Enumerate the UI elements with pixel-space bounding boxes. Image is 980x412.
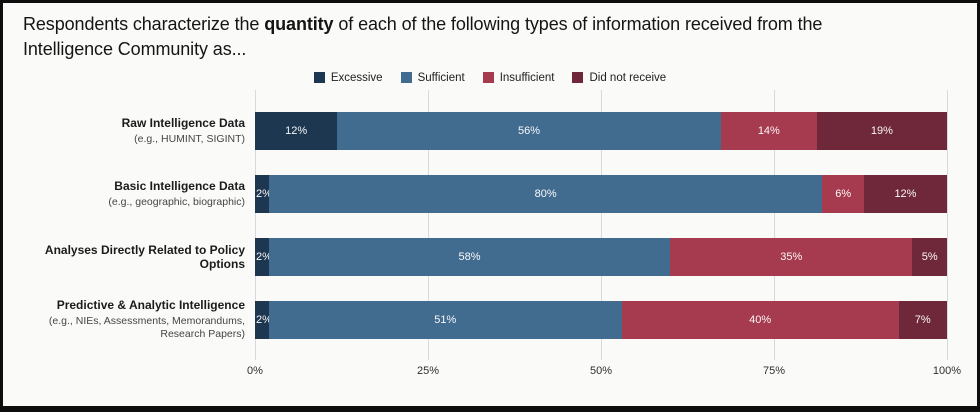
bar-row: 12% 56% 14% 19% [255,100,947,163]
legend-item: Did not receive [572,72,666,84]
x-axis-tick: 50% [589,364,613,377]
plot-area: 12% 56% 14% 19% 2% 80% 6% 12% 2% 58% 35% 5% 2% 51% 40%… [255,89,948,360]
excessive-legend-chip [313,72,325,84]
bar-segment-did-not-receive: 12% [863,175,947,214]
bar-row: 2% 51% 40% 7% [255,289,947,352]
bar-segment-sufficient: 56% [337,112,721,151]
bar-segment-did-not-receive: 7% [898,301,947,340]
gridline [428,89,429,360]
bar-value-label: 2% [256,188,272,201]
x-axis-tick: 0% [247,364,263,377]
category-label-main: Raw Intelligence Data [121,116,245,131]
x-axis: 0% 25% 50% 75% 100% [247,360,961,390]
bar-segment-excessive: 2% [255,175,272,214]
category-label: Predictive & Analytic Intelligence (e.g.,… [17,289,255,352]
bar-value-label: 6% [835,188,852,201]
bar-value-label: 80% [534,188,557,201]
bar-value-label: 19% [870,125,893,138]
gridline [601,89,602,360]
bar-segment-insufficient: 14% [720,112,817,151]
bar-value-label: 2% [256,251,272,264]
category-labels-column: Raw Intelligence Data (e.g., HUMINT, SIGI… [17,90,255,360]
category-label: Basic Intelligence Data (e.g., geographic… [17,163,255,226]
chart-grid: Raw Intelligence Data (e.g., HUMINT, SIGI… [17,89,948,360]
legend: Excessive Sufficient Insufficient Did not r… [3,72,977,84]
bar-value-label: 2% [256,314,272,327]
bar-value-label: 12% [894,188,917,201]
legend-label: Excessive [330,71,383,84]
chart-title: Respondents characterize the quantity of… [23,12,893,62]
bar-segment-sufficient: 80% [268,175,823,214]
bar-segment-excessive: 2% [255,238,272,277]
bar-segment-sufficient: 51% [268,301,622,340]
bar-value-label: 40% [749,314,772,327]
bar-segment-excessive: 12% [255,112,338,151]
bar-segment-sufficient: 58% [268,238,671,277]
bar-segment-excessive: 2% [255,301,272,340]
legend-label: Did not receive [589,71,667,84]
chart-title-suffix: of each of the following types of inform… [23,14,823,59]
bar-segment-did-not-receive: 19% [816,112,947,151]
x-axis-tick: 25% [416,364,440,377]
chart-title-prefix: Respondents characterize the [23,14,265,34]
legend-item: Insufficient [482,71,555,84]
bar-segment-insufficient: 40% [621,301,899,340]
gridlines [255,89,948,360]
bar-value-label: 14% [757,125,780,138]
sufficient-legend-chip [400,72,412,84]
bar-value-label: 5% [921,251,938,264]
x-axis-tick: 100% [932,364,962,377]
category-label-main: Predictive & Analytic Intelligence [56,298,245,313]
legend-label: Sufficient [417,71,465,84]
bar-value-label: 51% [434,314,457,327]
gridline [947,89,948,360]
legend-item: Sufficient [400,71,465,84]
chart-area: Raw Intelligence Data (e.g., HUMINT, SIGI… [3,89,977,390]
insufficient-legend-chip [482,72,494,84]
bar-value-label: 58% [458,251,481,264]
category-label: Analyses Directly Related to Policy Opti… [17,226,255,289]
legend-item: Excessive [313,71,383,84]
category-label-main: Analyses Directly Related to Policy Opti… [44,242,245,272]
category-label-sub: (e.g., NIEs, Assessments, Memorandums, R… [48,314,245,341]
category-label-sub: (e.g., HUMINT, SIGINT) [134,132,245,145]
bar-row: 2% 58% 35% 5% [255,226,947,289]
category-label: Raw Intelligence Data (e.g., HUMINT, SIGI… [17,100,255,163]
bar-segment-insufficient: 35% [670,238,913,277]
gridline [774,89,775,360]
chart-title-bold-word: quantity [264,14,334,34]
bar-value-label: 56% [518,125,541,138]
bar-value-label: 7% [914,314,931,327]
legend-label: Insufficient [499,71,555,84]
bar-rows: 12% 56% 14% 19% 2% 80% 6% 12% 2% 58% 35% 5% 2% 51% 40%… [255,100,947,352]
gridline [255,89,256,360]
bar-segment-did-not-receive: 5% [912,238,947,277]
category-label-main: Basic Intelligence Data [114,179,245,194]
x-axis-tick: 75% [762,364,786,377]
bar-segment-insufficient: 6% [822,175,864,214]
bar-value-label: 12% [285,125,308,138]
did-not-receive-legend-chip [572,72,584,84]
category-label-sub: (e.g., geographic, biographic) [108,195,245,208]
bar-value-label: 35% [780,251,803,264]
bar-row: 2% 80% 6% 12% [255,163,947,226]
